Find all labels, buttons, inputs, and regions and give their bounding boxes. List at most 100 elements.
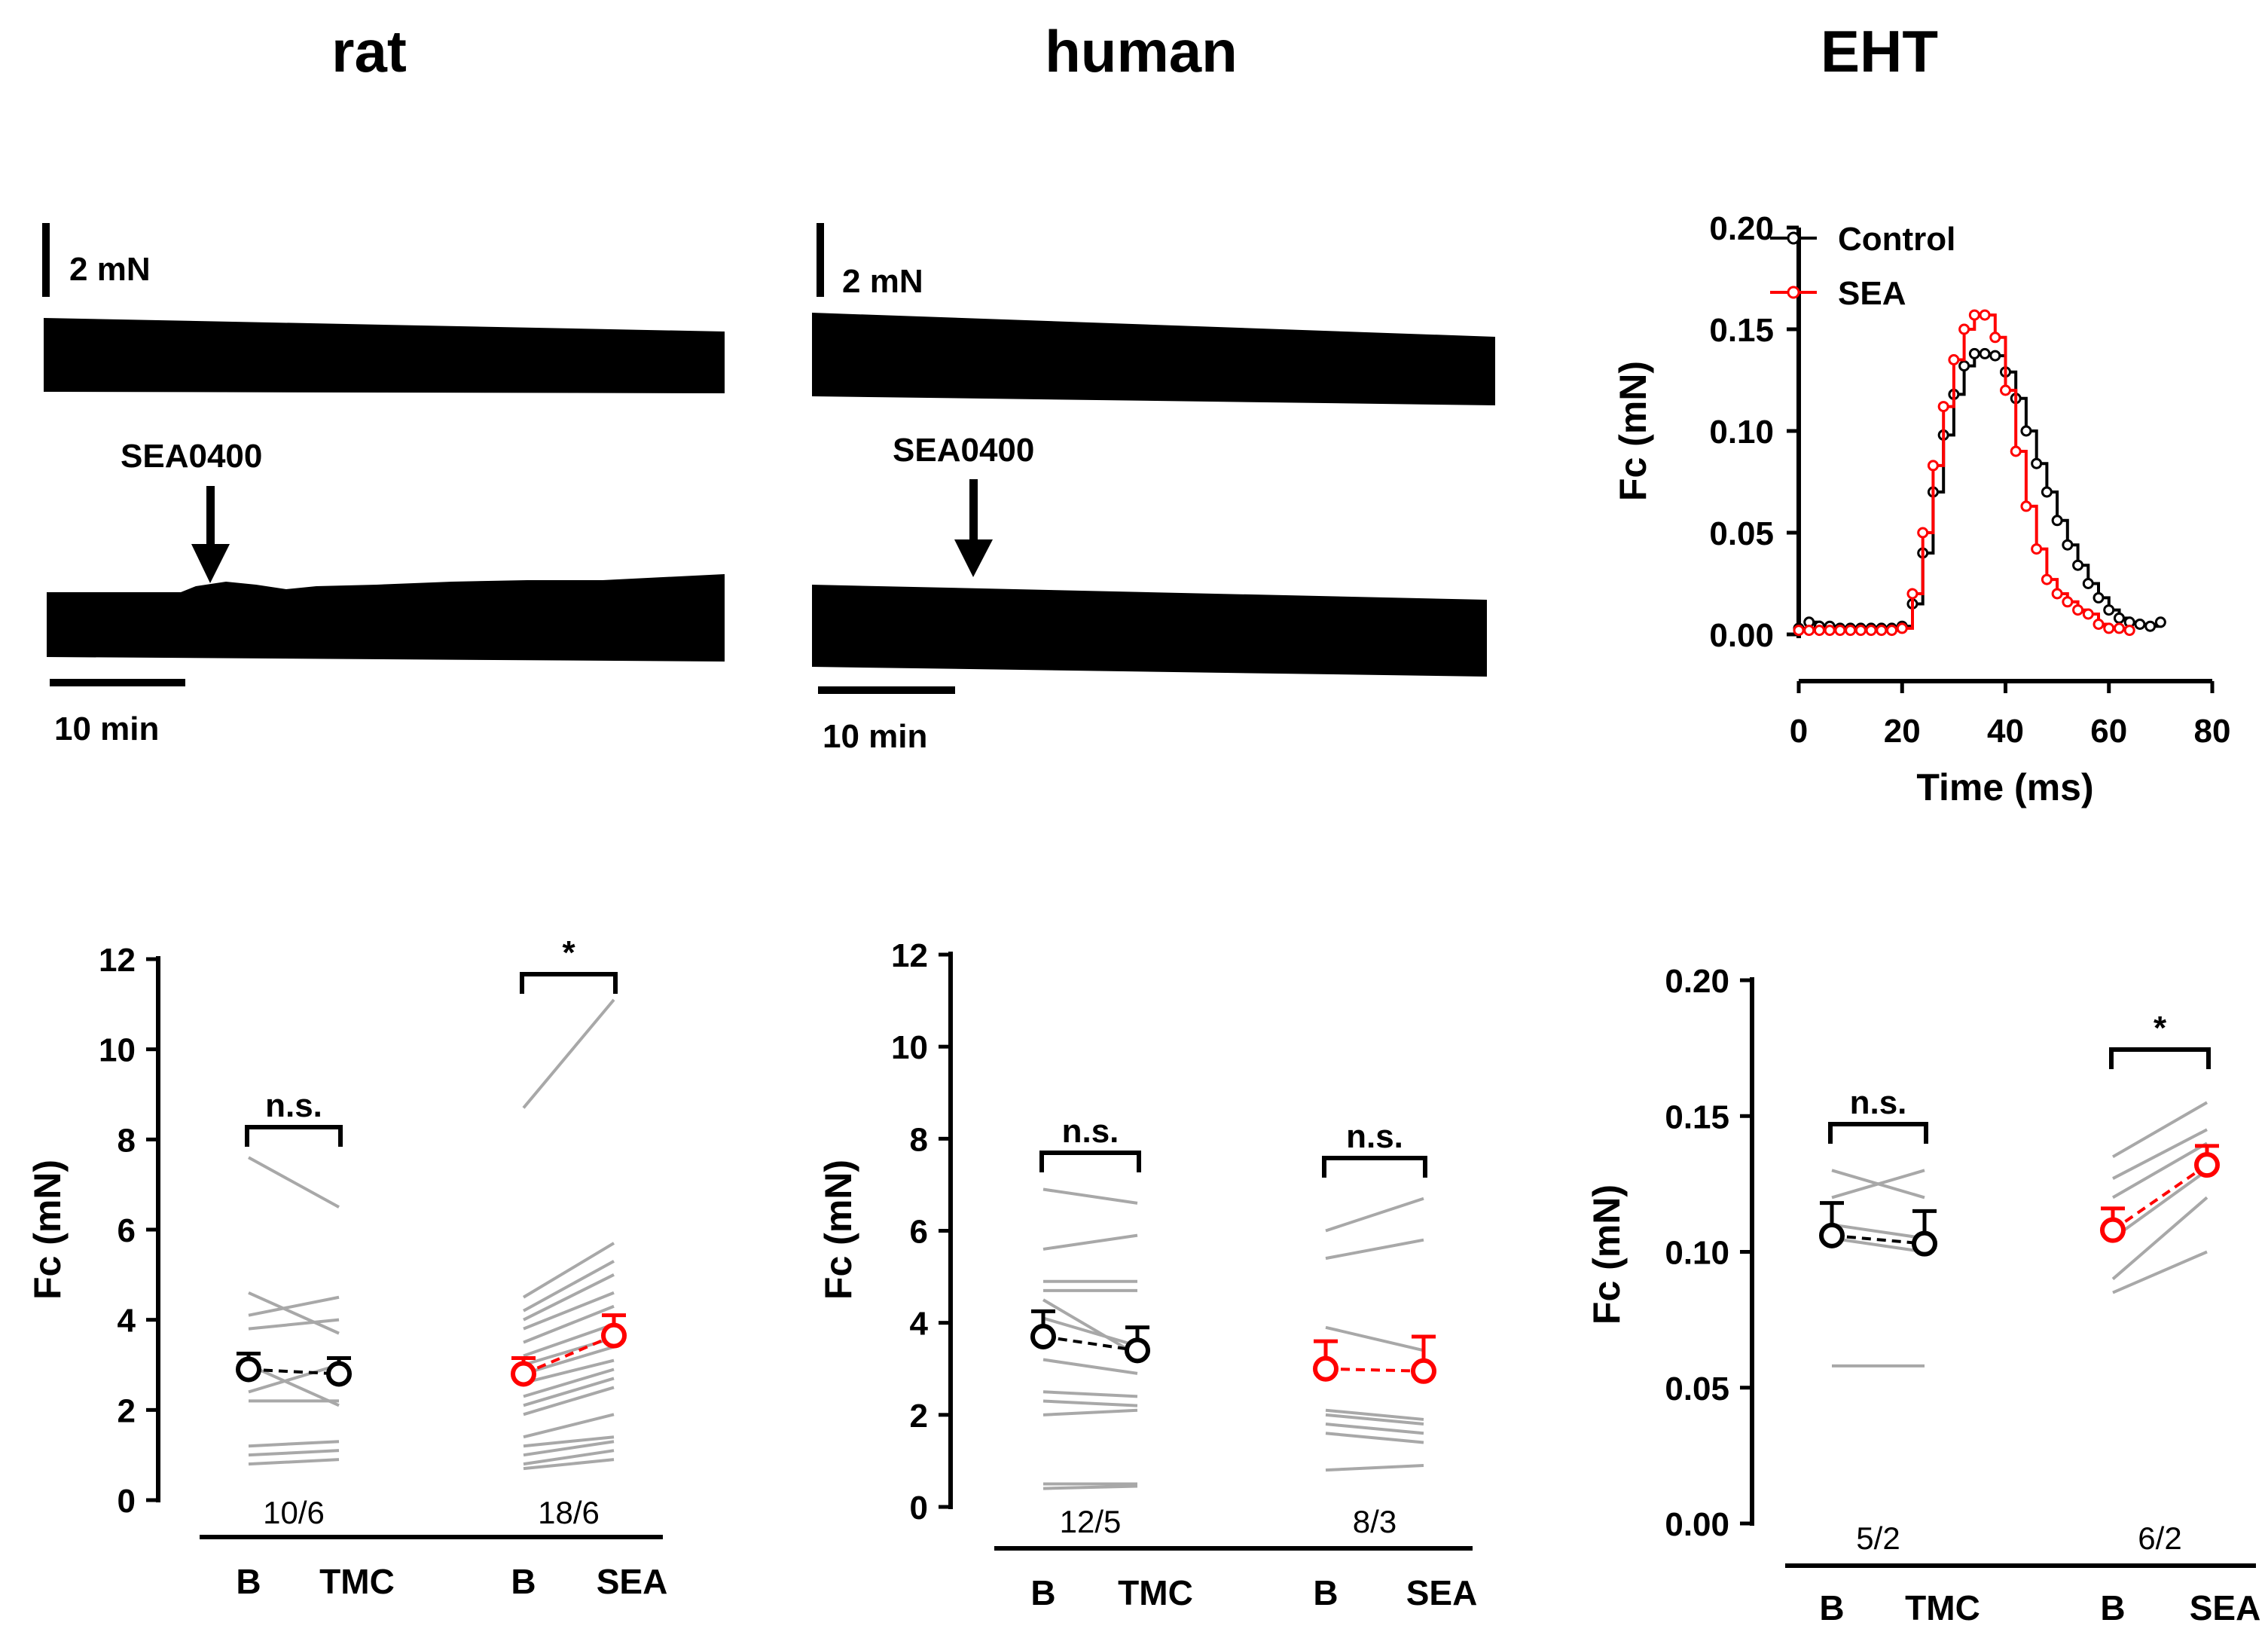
mean-marker-sea [1313,1355,1339,1382]
data-point-sea [2123,625,2135,637]
x-label-b-sea: B [1313,1573,1338,1612]
human-drug-label: SEA0400 [893,432,1034,469]
y-axis-label: Fc (mN) [817,1160,859,1300]
y-tick-label: 12 [99,942,136,979]
mean-line-sea [1325,1367,1424,1373]
series-line-control [1799,352,2163,630]
subject-line-sea [523,1358,615,1385]
y-axis-label: Fc (mN) [1586,1184,1628,1325]
significance-bracket-tmc [245,1125,343,1147]
human-force-scale-bar [817,223,824,297]
rat-drug-arrow-head [191,544,230,583]
rat-drug-arrow-shaft [206,486,215,546]
title-eht: EHT [1821,18,1938,84]
subject-line-sea [523,1304,615,1344]
data-point-sea [1948,354,1960,365]
data-point-control [1968,347,1980,359]
y-tick-label: 6 [910,1214,928,1251]
subject-line-sea [2112,1141,2208,1199]
x-label-b-tmc: B [236,1562,261,1601]
x-label-sea: SEA [597,1562,668,1601]
mean-marker-sea [2194,1152,2220,1178]
subject-line-tmc [248,1363,340,1394]
data-point-control [1989,350,2001,362]
y-tick-label: 0.00 [1665,1506,1729,1543]
subject-line-sea [523,1386,615,1416]
y-tick-label: 10 [99,1032,136,1069]
significance-label-tmc: n.s. [1850,1084,1907,1121]
human-time-scale-bar [818,686,955,694]
legend-label-sea: SEA [1838,275,1906,312]
data-point-control [2103,604,2115,616]
significance-bracket-sea [2109,1047,2211,1069]
subject-line-tmc [1042,1484,1138,1490]
title-rat: rat [331,18,407,84]
data-point-sea [1845,625,1857,637]
data-point-control [2041,486,2053,498]
mean-marker-tmc [1030,1323,1056,1349]
subject-line-sea [523,1345,615,1376]
subject-line-sea [523,1449,615,1466]
significance-label-sea: * [562,934,575,971]
x-label-sea: SEA [1406,1573,1478,1612]
x-label-sea: SEA [2190,1588,2261,1627]
subject-line-sea [523,1458,615,1471]
subject-line-sea [2112,1128,2208,1180]
data-point-sea [2041,573,2053,585]
subject-line-tmc [248,1458,340,1466]
human-trace-panel: 2 mN SEA0400 10 min [812,223,1495,755]
y-tick-label: 0.10 [1665,1235,1729,1272]
y-tick-label: 0 [910,1490,928,1526]
data-point-sea [1968,309,1980,321]
subject-line-sea [1325,1423,1424,1435]
subject-line-tmc [1042,1187,1138,1205]
y-tick-label: 2 [910,1398,928,1435]
data-point-sea [2051,588,2063,600]
mean-line-sea [523,1334,615,1376]
subject-line-tmc [1042,1298,1139,1357]
subject-line-sea [523,1413,615,1439]
subject-line-tmc [1831,1236,1925,1254]
data-point-sea [1854,625,1867,637]
x-label-tmc: TMC [319,1562,395,1601]
mean-marker-tmc [1819,1222,1845,1248]
legend-marker-sea [1787,286,1800,299]
significance-bracket-tmc [1039,1151,1141,1172]
data-point-control [2092,591,2105,604]
y-axis-label: Fc (mN) [26,1160,69,1300]
y-tick-label: 8 [910,1121,928,1158]
x-label-b-sea: B [511,1562,536,1601]
subject-line-tmc [1831,1223,1925,1240]
data-point-sea [2103,622,2115,634]
rat-time-scale-bar [50,679,185,686]
subject-line-sea [1325,1325,1424,1352]
significance-label-sea: n.s. [1346,1118,1403,1155]
data-point-sea [2062,596,2074,608]
y-tick-label: 0.20 [1665,963,1729,1000]
mean-line-tmc [1831,1233,1925,1245]
y-tick-label: 0.15 [1709,312,1774,349]
data-point-sea [2072,604,2084,616]
subject-line-sea [1325,1238,1424,1261]
data-point-sea [1989,332,2001,344]
x-label-b-tmc: B [1030,1573,1055,1612]
data-point-sea [2113,622,2125,634]
y-tick-label: 12 [891,937,928,974]
rat-drug-label: SEA0400 [121,438,262,475]
y-tick-label: 10 [891,1029,928,1066]
n-label-sea: 6/2 [2138,1520,2181,1556]
x-tick-label: 60 [2090,713,2127,750]
data-point-control [2154,616,2166,628]
mean-marker-tmc [326,1361,352,1387]
y-tick-label: 0.20 [1709,210,1774,247]
subject-line-sea [523,1322,615,1358]
subject-line-sea [2111,1169,2208,1240]
data-point-control [2082,578,2094,589]
mean-line-tmc [248,1368,340,1376]
subject-line-sea [522,998,615,1109]
data-point-sea [1834,625,1846,637]
subject-line-tmc [1042,1399,1138,1407]
human-drug-arrow-shaft [969,479,978,541]
y-tick-label: 4 [118,1303,136,1340]
data-point-control [2051,515,2063,527]
